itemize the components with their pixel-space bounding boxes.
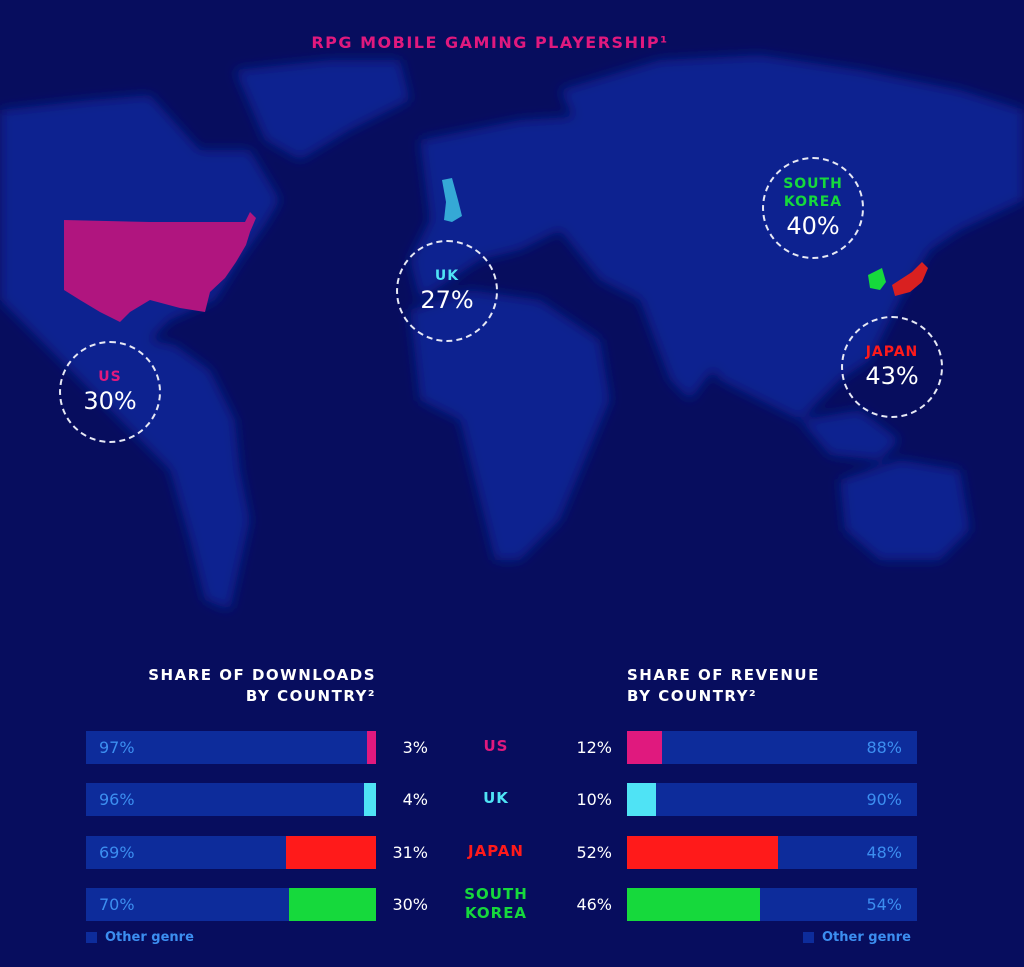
bubble-country-name: US (98, 369, 122, 385)
downloads-bar: 96% (86, 783, 376, 816)
other-genre-swatch (803, 932, 814, 943)
africa-land (410, 290, 610, 560)
uk-territory (442, 178, 462, 222)
downloads-bar: 69% (86, 836, 376, 869)
us-bubble: US 30% (59, 341, 161, 443)
uk-bubble: UK 27% (396, 240, 498, 342)
revenue-bar: 48% (627, 836, 917, 869)
revenue-rpg-label: 10% (576, 790, 612, 809)
country-label: SOUTH KOREA (464, 884, 528, 922)
downloads-bar: 97% (86, 731, 376, 764)
downloads-rpg-segment (367, 731, 376, 764)
bubble-country-name: SOUTH KOREA (783, 176, 843, 210)
revenue-rpg-segment (627, 731, 662, 764)
revenue-title-line1: SHARE OF REVENUE (627, 666, 820, 684)
downloads-rpg-segment (286, 836, 376, 869)
japan-bubble: JAPAN 43% (841, 316, 943, 418)
revenue-bar: 90% (627, 783, 917, 816)
revenue-other-label: 48% (866, 843, 902, 862)
revenue-rpg-label: 46% (576, 895, 612, 914)
country-label: US (483, 737, 509, 755)
downloads-rpg-segment (289, 888, 376, 921)
downloads-other-label: 70% (99, 895, 135, 914)
revenue-title: SHARE OF REVENUE BY COUNTRY² (627, 665, 927, 707)
revenue-other-label: 54% (866, 895, 902, 914)
south-korea-territory (868, 268, 886, 290)
bubble-value: 27% (420, 286, 474, 314)
page-title: RPG MOBILE GAMING PLAYERSHIP¹ (311, 33, 669, 52)
sea-islands-land (800, 410, 900, 460)
downloads-rpg-label: 3% (402, 738, 428, 757)
revenue-bar: 88% (627, 731, 917, 764)
bubble-country-name: JAPAN (865, 344, 919, 360)
other-genre-swatch (86, 932, 97, 943)
downloads-title-line2: BY COUNTRY² (245, 687, 376, 705)
country-label: UK (483, 789, 509, 807)
downloads-title: SHARE OF DOWNLOADS BY COUNTRY² (100, 665, 376, 707)
downloads-other-label: 96% (99, 790, 135, 809)
country-label: JAPAN (468, 842, 524, 860)
revenue-rpg-segment (627, 783, 656, 816)
revenue-rpg-segment (627, 836, 778, 869)
australia-land (840, 460, 970, 560)
downloads-rpg-segment (364, 783, 376, 816)
bubble-value: 40% (786, 212, 840, 240)
revenue-title-line2: BY COUNTRY² (627, 687, 758, 705)
revenue-rpg-label: 52% (576, 843, 612, 862)
revenue-legend: Other genre (803, 930, 911, 945)
bubble-country-name: UK (434, 268, 460, 284)
downloads-rpg-label: 31% (392, 843, 428, 862)
downloads-rpg-label: 4% (402, 790, 428, 809)
revenue-other-label: 88% (866, 738, 902, 757)
revenue-bar: 54% (627, 888, 917, 921)
revenue-rpg-segment (627, 888, 760, 921)
bubble-value: 43% (865, 362, 919, 390)
downloads-title-line1: SHARE OF DOWNLOADS (148, 666, 376, 684)
india-land (640, 300, 720, 400)
revenue-rpg-label: 12% (576, 738, 612, 757)
south-korea-bubble: SOUTH KOREA 40% (762, 157, 864, 259)
downloads-other-label: 97% (99, 738, 135, 757)
greenland-land (235, 60, 410, 160)
bubble-value: 30% (83, 387, 137, 415)
japan-territory (892, 262, 928, 296)
revenue-other-label: 90% (866, 790, 902, 809)
downloads-rpg-label: 30% (392, 895, 428, 914)
legend-label: Other genre (105, 930, 194, 945)
downloads-legend: Other genre (86, 930, 194, 945)
downloads-bar: 70% (86, 888, 376, 921)
us-territory (64, 212, 256, 322)
downloads-other-label: 69% (99, 843, 135, 862)
legend-label: Other genre (822, 930, 911, 945)
